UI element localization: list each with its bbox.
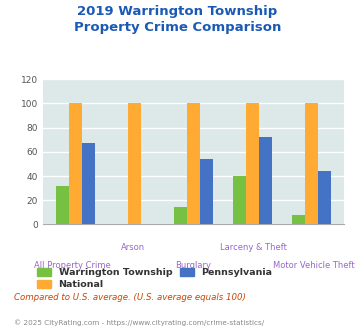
Text: Compared to U.S. average. (U.S. average equals 100): Compared to U.S. average. (U.S. average … [14,293,246,302]
Legend: Warrington Township, National, Pennsylvania: Warrington Township, National, Pennsylva… [33,264,276,293]
Bar [233,176,246,224]
Text: Burglary: Burglary [175,261,212,270]
Text: Larceny & Theft: Larceny & Theft [220,243,287,251]
Bar [246,103,259,224]
Text: © 2025 CityRating.com - https://www.cityrating.com/crime-statistics/: © 2025 CityRating.com - https://www.city… [14,319,264,326]
Text: 2019 Warrington Township
Property Crime Comparison: 2019 Warrington Township Property Crime … [74,5,281,34]
Bar [187,103,200,224]
Text: Motor Vehicle Theft: Motor Vehicle Theft [273,261,355,270]
Bar [305,103,318,224]
Text: All Property Crime: All Property Crime [34,261,111,270]
Bar [318,171,331,224]
Bar [259,137,272,224]
Bar [128,103,141,224]
Bar [56,186,69,224]
Bar [69,103,82,224]
Bar [82,143,95,224]
Bar [174,208,187,224]
Bar [292,215,305,224]
Bar [200,159,213,224]
Text: Arson: Arson [121,243,145,251]
